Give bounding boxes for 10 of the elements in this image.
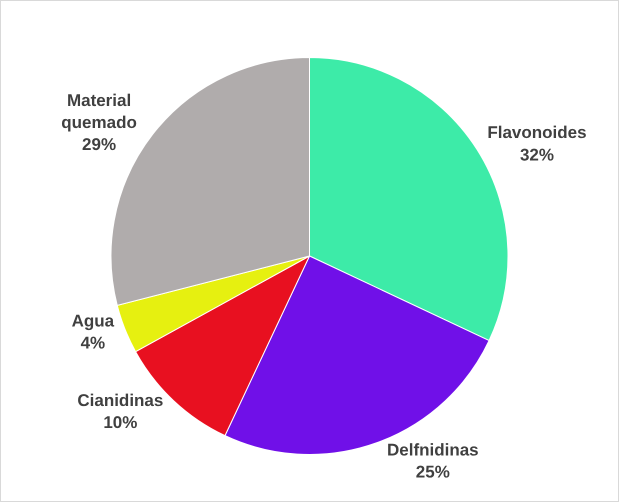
slice-label: Flavonoides xyxy=(487,123,587,142)
slice-label: Agua xyxy=(72,311,115,330)
data-label: 25% xyxy=(416,462,450,482)
data-label: 29% xyxy=(82,135,116,154)
slice-label: Cianidinas xyxy=(77,391,164,410)
slice-label: Material quemado xyxy=(61,90,137,132)
data-label: 32% xyxy=(520,145,554,164)
slice-label: Delfnidinas xyxy=(387,440,479,460)
data-label: 4% xyxy=(80,333,106,352)
data-label: 10% xyxy=(103,413,138,432)
